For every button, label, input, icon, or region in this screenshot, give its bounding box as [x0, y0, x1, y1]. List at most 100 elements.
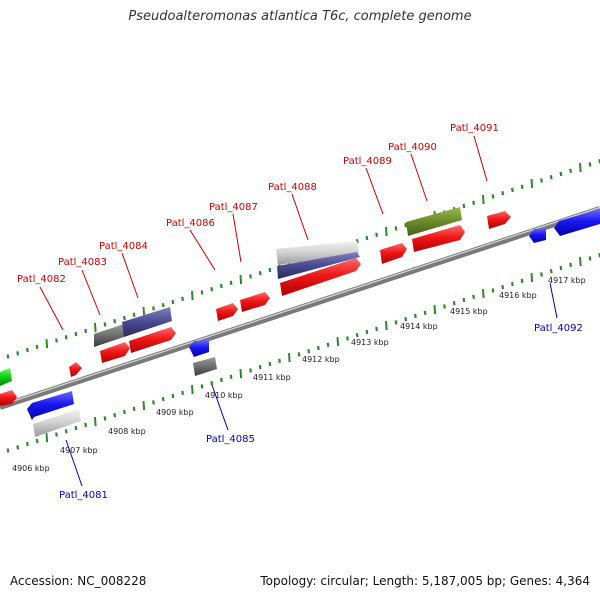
genome-summary: Topology: circular; Length: 5,187,005 bp…: [260, 574, 590, 588]
gene-label[interactable]: Patl_4085: [206, 434, 255, 445]
minor-tick: [152, 306, 155, 311]
minor-tick: [220, 283, 223, 289]
kbp-label: 4915 kbp: [450, 307, 488, 316]
reverse-genes: [27, 209, 600, 437]
major-tick: [530, 273, 534, 283]
gene-label[interactable]: Patl_4087: [209, 202, 258, 213]
gene-label[interactable]: Patl_4081: [59, 490, 108, 501]
minor-tick: [161, 303, 165, 308]
gene-green[interactable]: [0, 368, 12, 386]
gene-blue[interactable]: [529, 228, 546, 243]
minor-tick: [297, 352, 301, 357]
minor-tick: [588, 162, 592, 167]
kbp-label: 4907 kbp: [60, 446, 98, 455]
major-tick: [94, 323, 97, 333]
minor-tick: [123, 315, 126, 321]
minor-tick: [365, 329, 369, 335]
gene-purple[interactable]: [277, 252, 360, 279]
minor-tick: [491, 194, 495, 199]
gene-lightgrey[interactable]: [276, 241, 359, 265]
minor-tick: [278, 358, 281, 363]
outer-tick-scale: [6, 159, 600, 359]
major-tick: [239, 369, 243, 379]
major-tick: [191, 385, 194, 395]
gene-red[interactable]: [216, 303, 238, 321]
minor-tick: [161, 397, 165, 402]
minor-tick: [491, 288, 495, 293]
major-tick: [579, 257, 582, 267]
gene-blue[interactable]: [27, 391, 74, 420]
inner-tick-scale: [6, 253, 600, 453]
gene-lightgrey[interactable]: [33, 409, 81, 437]
major-tick: [336, 337, 340, 347]
gene-red[interactable]: [280, 258, 361, 296]
major-tick: [142, 307, 146, 317]
minor-tick: [55, 432, 58, 437]
minor-tick: [229, 374, 233, 379]
minor-tick: [74, 425, 78, 431]
kbp-label: 4908 kbp: [108, 427, 146, 436]
leader-line: [211, 384, 229, 431]
minor-tick: [171, 299, 175, 305]
kbp-label: 4914 kbp: [400, 322, 438, 331]
gene-label[interactable]: Patl_4086: [166, 218, 215, 229]
minor-tick: [326, 342, 330, 347]
leader-line: [81, 269, 101, 316]
minor-tick: [355, 239, 359, 244]
gene-label[interactable]: Patl_4092: [534, 323, 583, 334]
gene-red[interactable]: [380, 243, 407, 264]
minor-tick: [64, 335, 68, 340]
minor-tick: [6, 354, 10, 359]
minor-tick: [123, 409, 126, 415]
kbp-label: 4911 kbp: [253, 373, 291, 382]
minor-tick: [511, 281, 514, 287]
gene-red[interactable]: [100, 342, 130, 363]
minor-tick: [181, 296, 184, 301]
gene-red[interactable]: [129, 327, 176, 353]
major-tick: [482, 289, 485, 299]
minor-tick: [501, 191, 505, 196]
minor-tick: [404, 223, 408, 228]
gene-red[interactable]: [240, 292, 270, 312]
genome-title: Pseudoalteromonas atlantica T6c, complet…: [128, 9, 472, 24]
gene-blue[interactable]: [554, 209, 600, 236]
major-tick: [482, 195, 485, 205]
gene-blue[interactable]: [189, 340, 209, 357]
leader-line: [549, 282, 558, 319]
gene-grey[interactable]: [193, 357, 217, 376]
gene-label[interactable]: Patl_4083: [58, 257, 107, 268]
gene-label[interactable]: Patl_4090: [388, 142, 437, 153]
minor-tick: [6, 448, 10, 453]
minor-tick: [210, 381, 214, 386]
minor-tick: [307, 349, 311, 354]
minor-tick: [317, 345, 320, 351]
gene-olive[interactable]: [406, 207, 462, 236]
gene-label[interactable]: Patl_4089: [343, 156, 392, 167]
gene-purple[interactable]: [122, 307, 172, 337]
minor-tick: [268, 361, 272, 367]
minor-tick: [569, 168, 572, 173]
minor-tick: [472, 294, 475, 299]
minor-tick: [365, 235, 369, 241]
gene-label[interactable]: Patl_4091: [450, 123, 499, 134]
gene-grey[interactable]: [94, 324, 124, 347]
gene-red[interactable]: [487, 211, 511, 229]
minor-tick: [229, 280, 233, 285]
minor-tick: [113, 319, 117, 324]
minor-tick: [132, 312, 136, 317]
gene-label[interactable]: Patl_4084: [99, 241, 148, 252]
gene-label[interactable]: Patl_4088: [268, 182, 317, 193]
major-tick: [385, 321, 388, 331]
minor-tick: [462, 203, 466, 209]
gene-red[interactable]: [412, 225, 465, 252]
major-tick: [433, 305, 437, 315]
leader-line: [365, 167, 384, 215]
minor-tick: [588, 256, 592, 261]
gene-red[interactable]: [0, 390, 17, 406]
gene-red[interactable]: [69, 362, 82, 377]
gene-label[interactable]: Patl_4082: [17, 274, 66, 285]
leader-line: [473, 135, 488, 182]
minor-tick: [249, 368, 252, 373]
kbp-label: 4909 kbp: [156, 408, 194, 417]
leader-line: [410, 153, 428, 202]
